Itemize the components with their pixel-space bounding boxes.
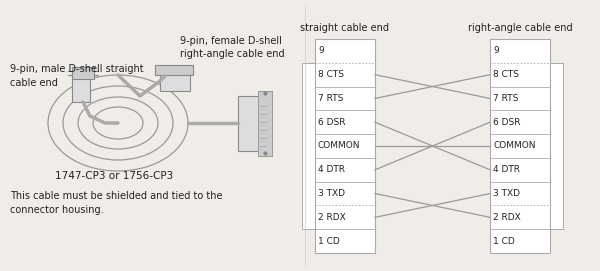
Text: COMMON: COMMON xyxy=(493,141,536,150)
Text: 2 RDX: 2 RDX xyxy=(493,213,521,222)
Text: 9: 9 xyxy=(318,46,324,55)
Text: 1747-CP3 or 1756-CP3: 1747-CP3 or 1756-CP3 xyxy=(55,171,173,181)
Bar xyxy=(490,39,550,253)
FancyBboxPatch shape xyxy=(160,71,190,91)
Text: This cable must be shielded and tied to the
connector housing.: This cable must be shielded and tied to … xyxy=(10,191,223,215)
Text: 2 RDX: 2 RDX xyxy=(318,213,346,222)
Text: 8 CTS: 8 CTS xyxy=(493,70,519,79)
Text: 4 DTR: 4 DTR xyxy=(493,165,520,174)
Text: straight cable end: straight cable end xyxy=(301,23,389,33)
Text: 3 TXD: 3 TXD xyxy=(493,189,520,198)
FancyBboxPatch shape xyxy=(72,72,90,102)
Text: 9: 9 xyxy=(493,46,499,55)
Text: 3 TXD: 3 TXD xyxy=(318,189,345,198)
FancyBboxPatch shape xyxy=(72,67,94,79)
FancyBboxPatch shape xyxy=(238,96,260,151)
Text: 9-pin, female D-shell
right-angle cable end: 9-pin, female D-shell right-angle cable … xyxy=(180,36,284,59)
Bar xyxy=(315,39,375,253)
Text: COMMON: COMMON xyxy=(318,141,361,150)
Text: right-angle cable end: right-angle cable end xyxy=(467,23,572,33)
Bar xyxy=(550,63,563,229)
Text: 7 RTS: 7 RTS xyxy=(493,94,518,103)
Text: 4 DTR: 4 DTR xyxy=(318,165,345,174)
FancyBboxPatch shape xyxy=(155,65,193,75)
FancyBboxPatch shape xyxy=(258,91,272,156)
Text: 6 DSR: 6 DSR xyxy=(318,118,346,127)
Text: 1 CD: 1 CD xyxy=(318,237,340,246)
Text: 8 CTS: 8 CTS xyxy=(318,70,344,79)
Text: 1 CD: 1 CD xyxy=(493,237,515,246)
Text: 9-pin, male D-shell straight
cable end: 9-pin, male D-shell straight cable end xyxy=(10,64,143,88)
Text: 6 DSR: 6 DSR xyxy=(493,118,521,127)
Text: 7 RTS: 7 RTS xyxy=(318,94,343,103)
Bar xyxy=(302,63,315,229)
